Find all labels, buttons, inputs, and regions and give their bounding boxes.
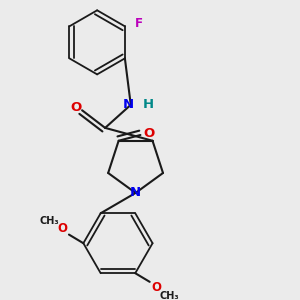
Text: O: O <box>144 127 155 140</box>
Text: H: H <box>143 98 154 111</box>
Text: O: O <box>58 222 68 235</box>
Text: O: O <box>71 100 82 114</box>
Text: CH₃: CH₃ <box>40 216 59 226</box>
Text: CH₃: CH₃ <box>159 291 179 300</box>
Text: N: N <box>123 98 134 111</box>
Text: N: N <box>130 186 141 200</box>
Text: O: O <box>151 281 161 294</box>
Text: F: F <box>135 16 143 30</box>
